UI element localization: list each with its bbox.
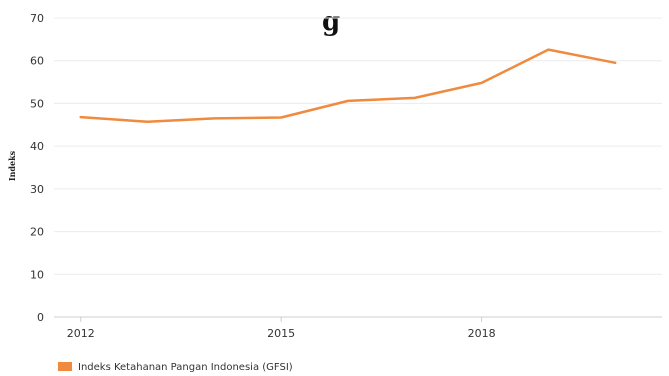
x-tick-label: 2012 (67, 327, 95, 340)
data-point[interactable] (78, 114, 84, 120)
gridlines (54, 17, 662, 318)
data-point[interactable] (211, 115, 217, 121)
data-point[interactable] (278, 115, 284, 121)
y-axis-tick-labels: 0 10 20 30 40 50 60 70 (30, 12, 44, 324)
x-tick-label: 2015 (267, 327, 295, 340)
y-tick-label: 60 (30, 55, 44, 68)
data-point[interactable] (545, 47, 551, 53)
y-tick-label: 40 (30, 140, 44, 153)
series-line-0[interactable] (79, 48, 617, 124)
y-tick-label: 50 (30, 97, 44, 110)
series-layer (78, 47, 618, 125)
x-tick-label: 2018 (468, 327, 496, 340)
y-tick-label: 30 (30, 183, 44, 196)
y-tick-label: 20 (30, 226, 44, 239)
chart-title-fragment: g (322, 7, 340, 37)
legend[interactable]: Indeks Ketahanan Pangan Indonesia (GFSI) (58, 362, 293, 373)
y-tick-label: 70 (30, 12, 44, 25)
y-tick-label: 10 (30, 268, 44, 281)
data-point[interactable] (612, 60, 618, 66)
legend-swatch (58, 362, 72, 371)
y-axis-title: Indeks (7, 150, 17, 181)
data-point[interactable] (145, 119, 151, 125)
x-axis-tick-labels: 2012 2015 2018 (67, 317, 496, 340)
data-point[interactable] (345, 98, 351, 104)
legend-label: Indeks Ketahanan Pangan Indonesia (GFSI) (78, 362, 293, 373)
y-tick-label: 0 (37, 311, 44, 324)
data-point[interactable] (479, 80, 485, 86)
data-point[interactable] (412, 95, 418, 101)
